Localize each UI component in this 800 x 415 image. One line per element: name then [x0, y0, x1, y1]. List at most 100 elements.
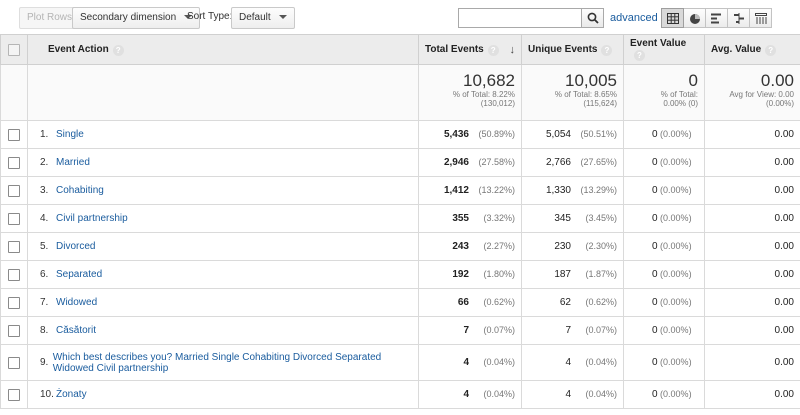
table-row: 1. Single 5,436 (50.89%) 5,054 (50.51%) 0(… [0, 120, 800, 149]
event-value-value: 0 [652, 325, 658, 336]
avg-value-cell: 0.00 [704, 316, 800, 345]
row-checkbox[interactable] [8, 128, 20, 141]
table-row: 6. Separated 192 (1.80%) 187 (1.87%) 0 (0.0… [0, 260, 800, 289]
total-events-percent: (50.89%) [478, 129, 515, 139]
avg-value-value: 0.00 [774, 129, 794, 140]
avg-value-cell: 0.00 [704, 148, 800, 177]
total-events-cell: 7 (0.07%) [418, 316, 522, 345]
total-events-percent: (27.58%) [478, 157, 515, 167]
avg-value-total-view: Avg for View: 0.00 [729, 90, 794, 99]
event-value-percent: (0.00%) [660, 269, 692, 279]
sort-type-value: Default [239, 12, 271, 23]
event-value-value: 0 [652, 241, 658, 252]
table-row: 4. Civil partnership 355 (3.32%) 345 (3.45… [0, 204, 800, 233]
row-checkbox[interactable] [8, 296, 20, 309]
event-action-link[interactable]: Widowed [56, 297, 98, 308]
search-input[interactable] [459, 9, 581, 27]
event-value-cell: 0 (0.00%) [623, 288, 705, 317]
row-checkbox[interactable] [8, 212, 20, 225]
chevron-down-icon [278, 15, 287, 20]
event-action-header[interactable]: Event Action? [27, 34, 419, 65]
sort-descending-icon[interactable]: ↓ [509, 43, 516, 56]
event-action-cell: 6. Separated [27, 260, 419, 289]
event-action-link[interactable]: Which best describes you? Married Single… [52, 351, 382, 374]
totals-empty-cell [0, 64, 28, 121]
event-value-cell: 0 (0.00%) [623, 316, 705, 345]
unique-events-percent: (1.87%) [585, 269, 617, 279]
row-checkbox[interactable] [8, 388, 20, 401]
unique-events-percent: (13.29%) [580, 185, 617, 195]
help-icon[interactable]: ? [634, 50, 645, 61]
help-icon[interactable]: ? [765, 44, 777, 56]
event-value-percent: (0.00%) [660, 213, 692, 223]
event-action-cell: 7. Widowed [27, 288, 419, 317]
event-action-cell: 4. Civil partnership [27, 204, 419, 233]
avg-value-total: 0.00 Avg for View: 0.00 (0.00%) [704, 64, 800, 121]
event-value-cell: 0 (0.00%) [623, 176, 705, 205]
unique-events-total-value: 10,005 [565, 71, 617, 90]
event-value-cell: 0 (0.00%) [623, 148, 705, 177]
event-value-percent: (0.00%) [660, 297, 692, 307]
row-checkbox[interactable] [8, 268, 20, 281]
event-value-total-site: 0.00% (0) [663, 99, 698, 108]
unique-events-percent: (27.65%) [580, 157, 617, 167]
help-icon[interactable]: ? [112, 44, 124, 56]
event-value-percent: (0.00%) [660, 241, 692, 251]
row-checkbox[interactable] [8, 184, 20, 197]
secondary-dimension-dropdown[interactable]: Secondary dimension [72, 7, 201, 29]
row-checkbox[interactable] [8, 356, 20, 369]
row-rank: 5. [40, 241, 49, 252]
total-events-cell: 4 (0.04%) [418, 380, 522, 409]
row-checkbox[interactable] [8, 240, 20, 253]
search-button[interactable] [581, 9, 603, 27]
event-action-link[interactable]: Divorced [56, 241, 96, 252]
row-select-cell [0, 176, 28, 205]
unique-events-value: 187 [554, 269, 571, 280]
avg-value-value: 0.00 [774, 357, 794, 368]
event-action-link[interactable]: Căsătorit [56, 325, 97, 336]
row-checkbox[interactable] [8, 156, 20, 169]
help-icon[interactable]: ? [487, 44, 499, 56]
sort-type-dropdown[interactable]: Default [231, 7, 295, 29]
avg-value-total-value: 0.00 [760, 71, 794, 90]
unique-events-cell: 230 (2.30%) [521, 232, 624, 261]
event-action-link[interactable]: Separated [56, 269, 103, 280]
view-selector [661, 8, 772, 28]
event-action-link[interactable]: Żonaty [56, 389, 87, 400]
event-action-link[interactable]: Civil partnership [56, 213, 128, 224]
total-events-value: 5,436 [443, 129, 469, 140]
advanced-filter-link[interactable]: advanced [610, 12, 658, 24]
event-value-total: 0 % of Total: 0.00% (0) [623, 64, 705, 121]
avg-value-value: 0.00 [774, 325, 794, 336]
event-action-link[interactable]: Single [56, 129, 84, 140]
unique-events-value: 62 [559, 297, 571, 308]
avg-value-cell: 0.00 [704, 120, 800, 149]
event-action-link[interactable]: Married [56, 157, 90, 168]
pie-view-button[interactable] [683, 8, 706, 28]
total-events-cell: 5,436 (50.89%) [418, 120, 522, 149]
table-view-button[interactable] [661, 8, 684, 28]
pivot-view-button[interactable] [749, 8, 772, 28]
plot-rows-button[interactable]: Plot Rows [19, 7, 81, 29]
select-all-checkbox[interactable] [8, 43, 20, 56]
event-value-header[interactable]: Event Value? [623, 34, 705, 65]
unique-events-header[interactable]: Unique Events? [521, 34, 624, 65]
avg-value-value: 0.00 [774, 241, 794, 252]
table-row: 8. Căsătorit 7 (0.07%) 7 (0.07%) 0 (0.00%) … [0, 316, 800, 345]
total-events-header[interactable]: Total Events? ↓ [418, 34, 522, 65]
unique-events-value: 1,330 [545, 185, 571, 196]
event-action-header-label: Event Action [48, 43, 109, 55]
avg-value-cell: 0.00 [704, 288, 800, 317]
table-search [458, 8, 604, 28]
event-value-cell: 0 (0.00%) [623, 232, 705, 261]
avg-value-header-label: Avg. Value [711, 43, 762, 55]
row-checkbox[interactable] [8, 324, 20, 337]
row-select-cell [0, 344, 28, 381]
performance-view-button[interactable] [705, 8, 728, 28]
avg-value-header[interactable]: Avg. Value? [704, 34, 800, 65]
unique-events-value: 4 [565, 357, 571, 368]
event-value-percent: (0.00%) [660, 185, 692, 195]
help-icon[interactable]: ? [601, 44, 613, 56]
event-action-link[interactable]: Cohabiting [56, 185, 104, 196]
comparison-view-button[interactable] [727, 8, 750, 28]
